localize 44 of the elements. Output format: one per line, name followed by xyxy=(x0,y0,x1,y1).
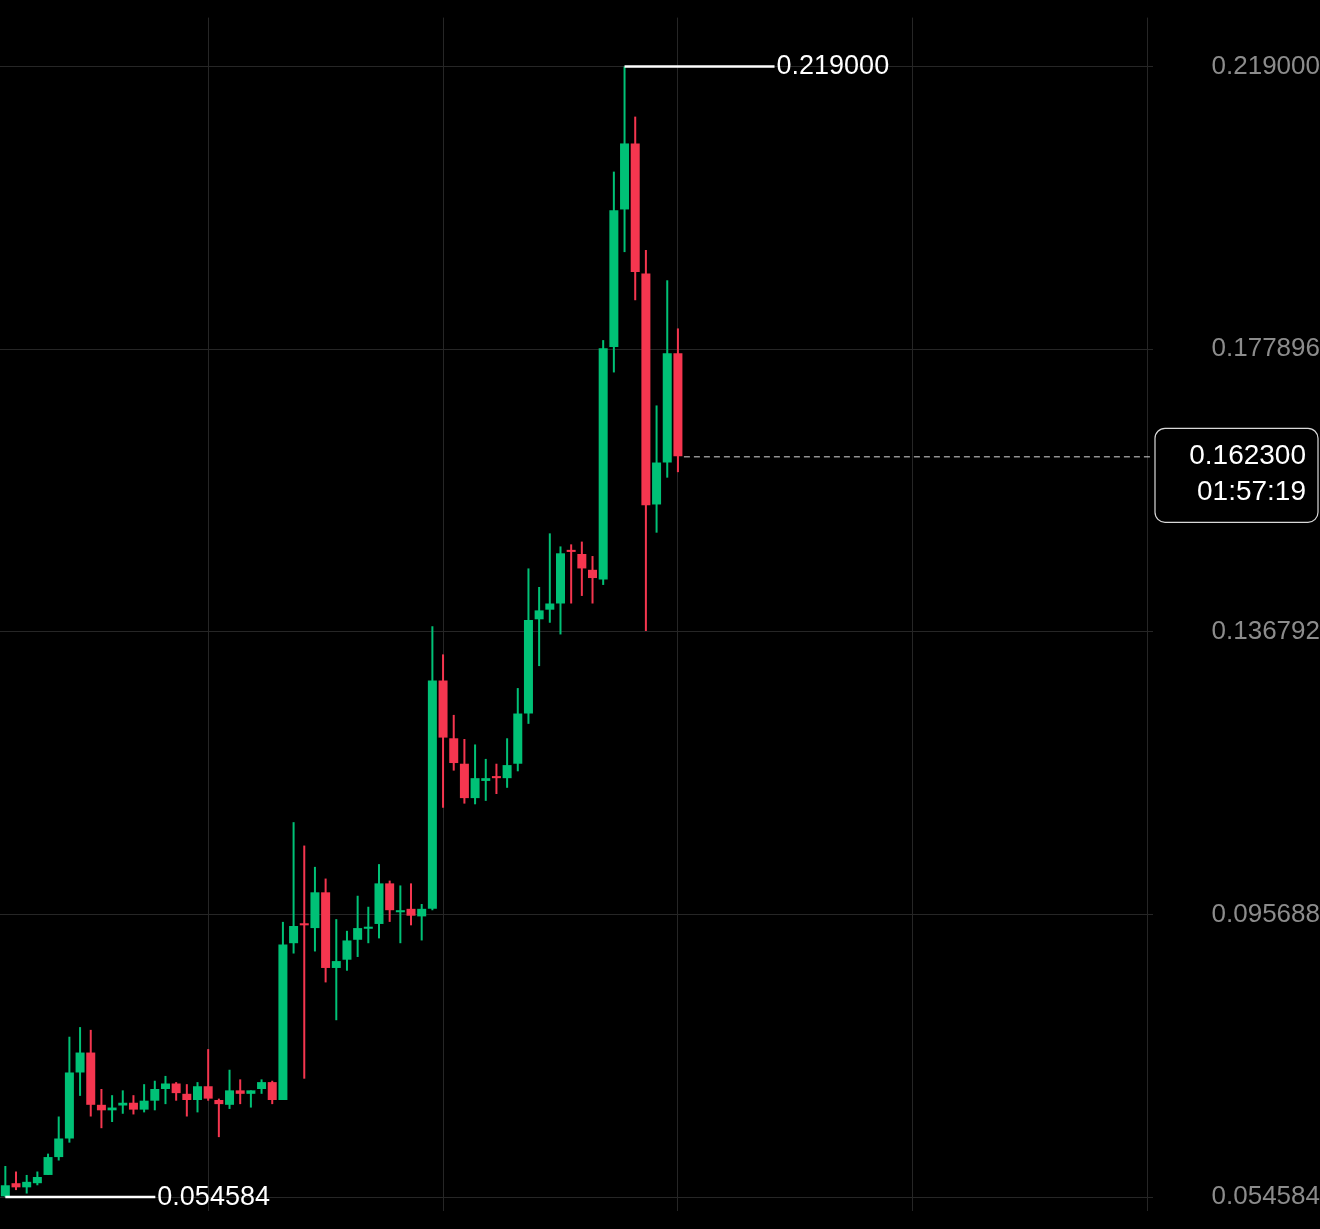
y-tick-label: 0.177896 xyxy=(1211,332,1320,363)
candlestick xyxy=(75,1026,85,1097)
y-tick-label: 0.219000 xyxy=(1211,49,1320,80)
candlestick xyxy=(577,540,587,597)
candlestick xyxy=(363,905,373,945)
candlestick xyxy=(225,1068,235,1110)
y-tick-label: 0.054584 xyxy=(1211,1180,1320,1211)
candlestick xyxy=(96,1087,106,1130)
candlestick xyxy=(139,1083,149,1114)
candlestick xyxy=(566,543,576,605)
candlestick xyxy=(534,585,544,668)
candlestick xyxy=(502,737,512,789)
y-tick-label: 0.095688 xyxy=(1211,897,1320,928)
candlestick xyxy=(235,1078,245,1106)
ref-line-label: 0.162300 xyxy=(1189,439,1306,471)
candlestick xyxy=(0,1165,10,1199)
candlestick xyxy=(160,1074,170,1106)
candlestick xyxy=(22,1173,32,1195)
candlestick xyxy=(588,555,598,605)
candlestick xyxy=(214,1097,224,1139)
candlestick xyxy=(545,532,555,624)
candlestick xyxy=(43,1152,53,1176)
candlestick xyxy=(299,844,309,1080)
annotation: 0.054584 xyxy=(157,1180,270,1211)
candlestick xyxy=(128,1094,138,1116)
text: 01:57:19 xyxy=(1197,475,1306,507)
candlestick xyxy=(203,1048,213,1102)
candlestick xyxy=(331,918,341,1022)
candlestick xyxy=(11,1170,21,1192)
annotation: 0.219000 xyxy=(776,49,890,80)
candlestick xyxy=(150,1079,160,1112)
candlestick xyxy=(342,929,352,972)
candlestick xyxy=(193,1081,203,1114)
candlestick xyxy=(289,821,299,955)
candlestick xyxy=(406,882,416,927)
candlestick xyxy=(491,762,501,795)
candlestick xyxy=(395,884,405,945)
candlestick xyxy=(54,1115,64,1162)
candlestick xyxy=(353,894,363,958)
candlestick xyxy=(417,903,427,942)
candlestick xyxy=(171,1081,181,1102)
candlestick xyxy=(267,1079,277,1106)
y-tick-label: 0.136792 xyxy=(1211,614,1320,645)
candlestick xyxy=(182,1083,192,1118)
